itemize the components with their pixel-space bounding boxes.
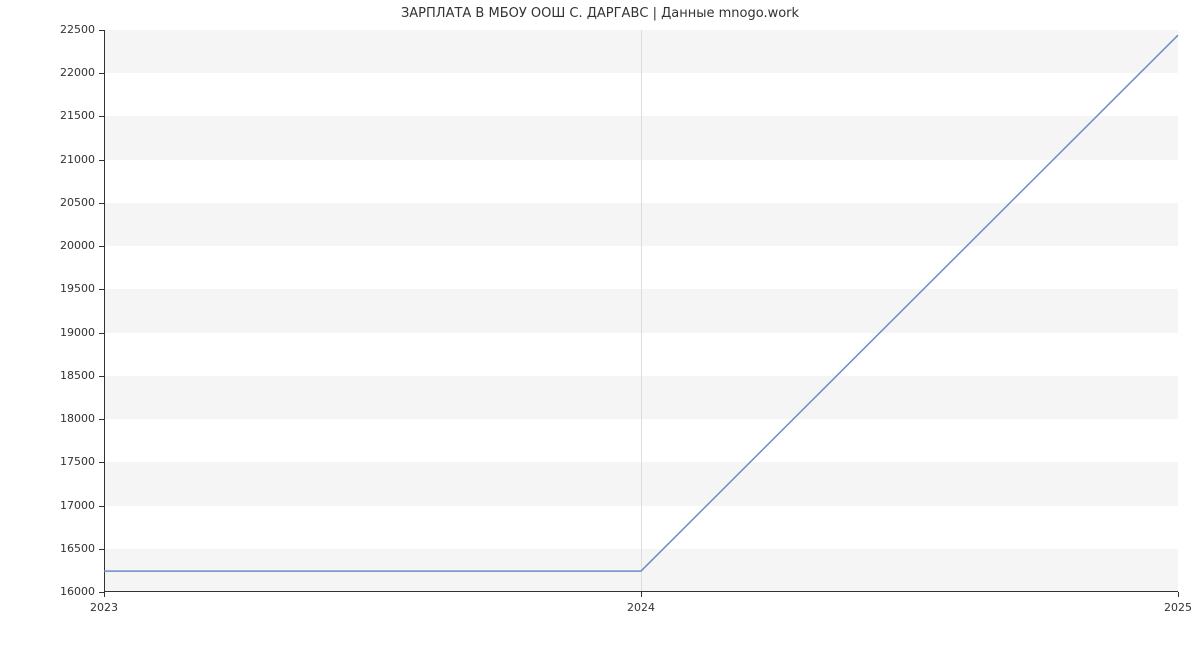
x-tick-label: 2024 xyxy=(627,601,655,614)
y-tick-label: 21500 xyxy=(35,109,95,122)
y-tick-label: 19000 xyxy=(35,326,95,339)
y-tick-label: 20000 xyxy=(35,239,95,252)
chart-title: ЗАРПЛАТА В МБОУ ООШ С. ДАРГАВС | Данные … xyxy=(0,6,1200,21)
plot-area: 1600016500170001750018000185001900019500… xyxy=(104,30,1178,592)
y-tick-label: 20500 xyxy=(35,196,95,209)
y-tick-label: 17500 xyxy=(35,455,95,468)
y-tick-label: 18000 xyxy=(35,412,95,425)
y-tick-label: 17000 xyxy=(35,499,95,512)
y-tick-label: 22500 xyxy=(35,23,95,36)
x-tick-label: 2023 xyxy=(90,601,118,614)
y-tick-label: 21000 xyxy=(35,153,95,166)
y-tick-label: 18500 xyxy=(35,369,95,382)
chart-container: ЗАРПЛАТА В МБОУ ООШ С. ДАРГАВС | Данные … xyxy=(0,0,1200,650)
series-line xyxy=(104,35,1178,571)
x-tick xyxy=(1178,592,1179,597)
y-tick-label: 16500 xyxy=(35,542,95,555)
y-tick-label: 19500 xyxy=(35,282,95,295)
y-tick-label: 16000 xyxy=(35,585,95,598)
x-tick xyxy=(104,592,105,597)
x-tick xyxy=(641,592,642,597)
x-tick-label: 2025 xyxy=(1164,601,1192,614)
y-tick-label: 22000 xyxy=(35,66,95,79)
line-layer xyxy=(104,30,1178,592)
